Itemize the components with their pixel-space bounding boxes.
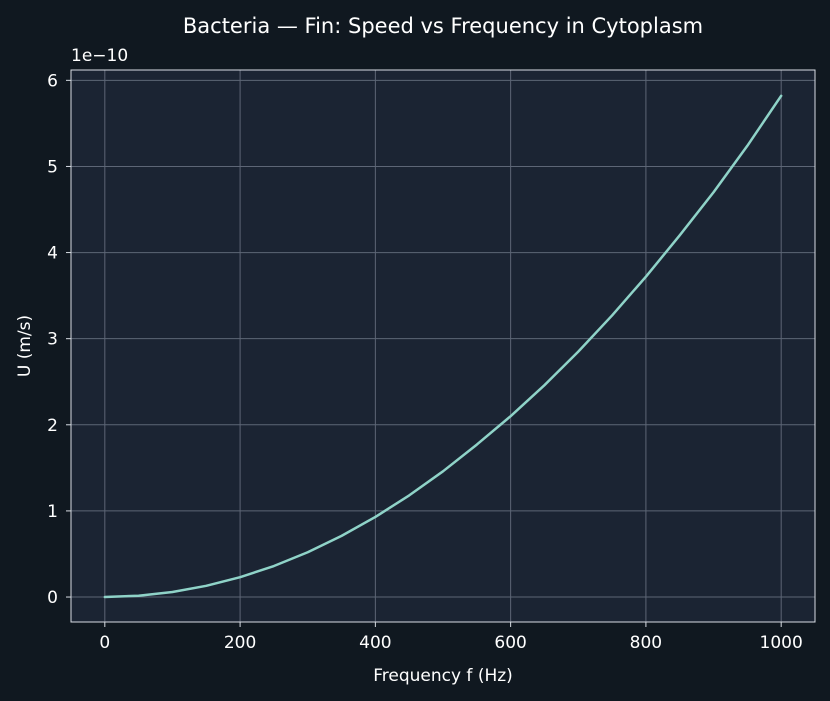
series-layer <box>103 94 783 599</box>
y-scale-multiplier: 1e−10 <box>71 46 128 66</box>
y-tick-label: 4 <box>47 244 58 264</box>
y-tick-label: 3 <box>47 330 58 350</box>
y-tick-label: 1 <box>47 502 58 522</box>
y-tick-label: 6 <box>47 71 58 91</box>
x-tick-label: 200 <box>224 633 256 653</box>
x-tick-label: 1000 <box>760 633 803 653</box>
x-tick-label: 0 <box>99 633 110 653</box>
plot-area <box>71 70 815 622</box>
y-tick-label: 5 <box>47 157 58 177</box>
series-line <box>103 94 783 599</box>
ticks: 0 200 400 600 800 1000 0 1 2 3 4 5 6 <box>47 71 803 653</box>
grid <box>71 70 815 622</box>
axes-frame <box>70 69 816 623</box>
y-tick-label: 0 <box>47 588 58 608</box>
y-tick-label: 2 <box>47 416 58 436</box>
y-axis-label: U (m/s) <box>15 315 35 377</box>
x-tick-label: 800 <box>630 633 662 653</box>
x-tick-label: 400 <box>359 633 391 653</box>
x-axis-label: Frequency f (Hz) <box>373 666 513 686</box>
x-tick-label: 600 <box>494 633 526 653</box>
chart-title: Bacteria — Fin: Speed vs Frequency in Cy… <box>183 14 703 38</box>
